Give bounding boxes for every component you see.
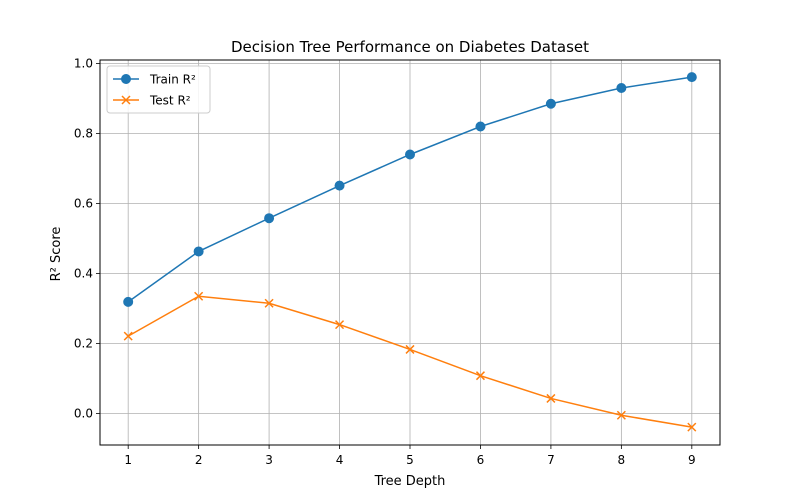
test-legend-label: Test R² [149, 94, 191, 108]
x-tick-label: 2 [195, 453, 203, 467]
train-point [545, 98, 556, 109]
y-tick-label: 0.8 [74, 127, 93, 141]
x-axis-ticks: 1 2 3 4 5 6 7 8 9 [124, 445, 696, 467]
train-point [123, 296, 134, 307]
train-point [334, 180, 345, 191]
chart-title: Decision Tree Performance on Diabetes Da… [231, 38, 589, 56]
grid-lines [100, 60, 720, 445]
y-tick-label: 1.0 [74, 57, 93, 71]
test-point [687, 422, 697, 432]
test-legend-marker [121, 95, 131, 105]
train-legend-entry: Train R² [113, 73, 196, 87]
test-point [616, 410, 626, 420]
train-legend-label: Train R² [149, 73, 196, 87]
y-axis-label: R² Score [49, 227, 64, 282]
train-series [123, 72, 697, 307]
x-tick-label: 9 [688, 453, 696, 467]
legend-items: Train R² Test R² [113, 73, 196, 108]
x-tick-label: 3 [265, 453, 273, 467]
test-point [335, 320, 345, 330]
test-series [123, 291, 697, 432]
test-point [264, 298, 274, 308]
train-point [686, 72, 697, 83]
test-point [194, 291, 204, 301]
train-legend-marker [121, 74, 131, 84]
test-point [546, 393, 556, 403]
test-legend-entry: Test R² [113, 94, 191, 108]
legend: Train R² Test R² [106, 65, 211, 114]
train-point [193, 246, 204, 257]
x-tick-label: 1 [124, 453, 132, 467]
y-tick-label: 0.6 [74, 197, 93, 211]
x-tick-label: 8 [618, 453, 626, 467]
train-point [405, 149, 415, 160]
legend-box [106, 65, 211, 114]
train-point [616, 83, 627, 93]
test-point [405, 344, 415, 354]
y-axis-ticks: 0.0 0.2 0.4 0.6 0.8 1.0 [74, 57, 100, 421]
x-tick-label: 5 [406, 453, 414, 467]
y-tick-label: 0.2 [74, 337, 93, 351]
x-tick-label: 6 [477, 453, 485, 467]
y-tick-label: 0.0 [74, 407, 93, 421]
train-point [264, 213, 275, 224]
x-axis-label: Tree Depth [374, 474, 446, 489]
x-tick-label: 7 [547, 453, 555, 467]
x-tick-label: 4 [336, 453, 344, 467]
y-tick-label: 0.4 [74, 267, 93, 281]
series-layer [123, 72, 697, 432]
test-point [123, 331, 133, 341]
train-point [475, 121, 486, 132]
test-point [475, 371, 485, 381]
